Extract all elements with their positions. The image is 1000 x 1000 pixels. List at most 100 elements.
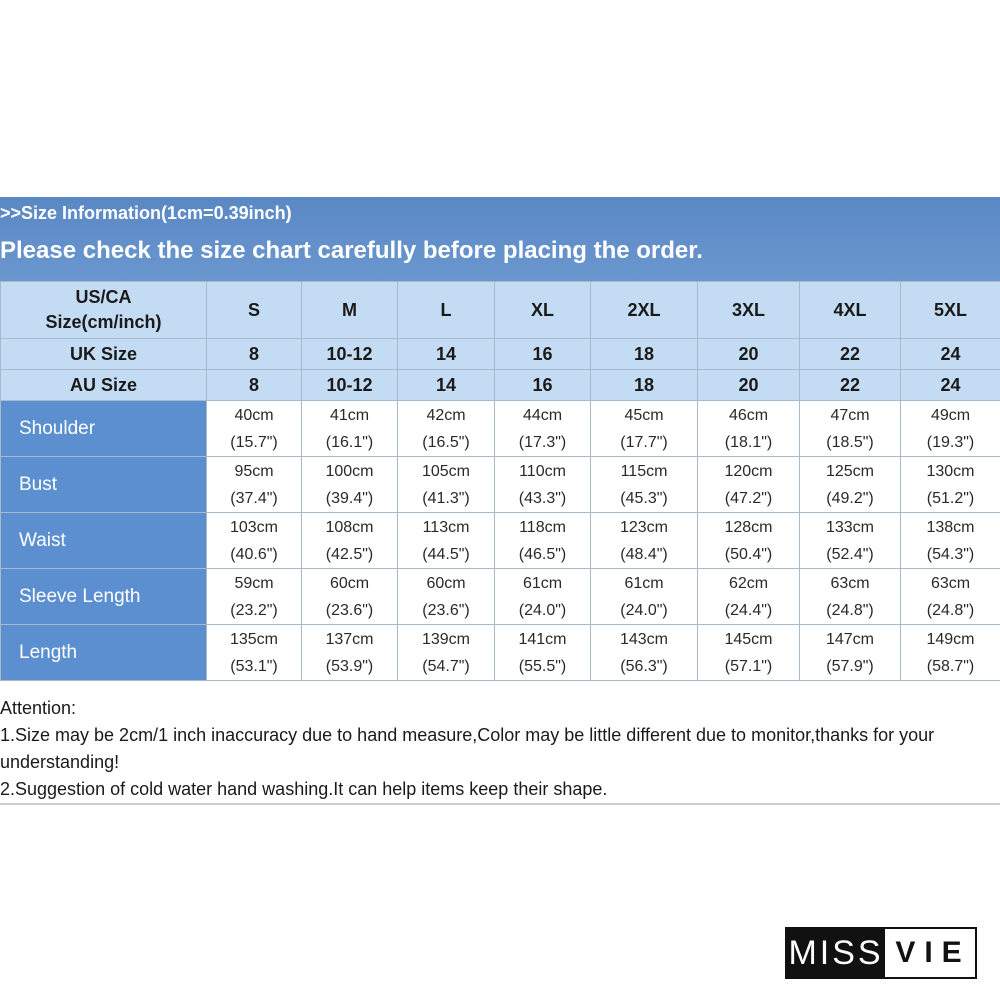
bust-cell: 105cm (41.3") bbox=[397, 456, 495, 513]
sleeve-length-cell: 59cm (23.2") bbox=[206, 568, 302, 625]
bust-inch-value: (37.4") bbox=[230, 489, 278, 507]
length-label: Length bbox=[0, 624, 207, 681]
au-size-label: AU Size bbox=[0, 369, 207, 401]
attention-title: Attention: bbox=[0, 698, 77, 718]
uk-size-label: UK Size bbox=[0, 338, 207, 370]
waist-inch-value: (48.4") bbox=[620, 545, 668, 563]
length-cell: 145cm (57.1") bbox=[697, 624, 800, 681]
brand-logo-right: VIE bbox=[895, 936, 971, 969]
au-size-cell: 18 bbox=[590, 369, 698, 401]
waist-cm-value: 138cm bbox=[926, 518, 975, 536]
us-ca-size-cell: L bbox=[397, 281, 495, 339]
waist-cm-value: 128cm bbox=[724, 518, 773, 536]
uk-size-row: UK Size 8 10-12 14 16 18 20 22 24 bbox=[0, 338, 1000, 370]
shoulder-cm-value: 46cm bbox=[728, 406, 769, 424]
sleeve-length-cell: 60cm (23.6") bbox=[397, 568, 495, 625]
sleeve-length-cell: 63cm (24.8") bbox=[900, 568, 1000, 625]
shoulder-cm-value: 47cm bbox=[830, 406, 870, 424]
waist-inch-value: (50.4") bbox=[724, 545, 773, 563]
shoulder-cell: 45cm (17.7") bbox=[590, 400, 698, 457]
sleeve-length-cm-value: 63cm bbox=[830, 574, 870, 592]
length-cm-value: 141cm bbox=[518, 630, 567, 648]
shoulder-cm-value: 49cm bbox=[930, 406, 971, 424]
waist-cm-value: 113cm bbox=[422, 518, 470, 536]
length-cm-value: 147cm bbox=[825, 630, 875, 648]
sleeve-length-inch-value: (24.0") bbox=[518, 601, 567, 619]
size-chart-instruction: Please check the size chart carefully be… bbox=[0, 237, 703, 264]
us-ca-label-line2: Size(cm/inch) bbox=[45, 312, 162, 332]
uk-size-cell: 16 bbox=[494, 338, 591, 370]
us-ca-label-line1: US/CA bbox=[75, 287, 132, 307]
sleeve-length-cm-value: 61cm bbox=[522, 574, 563, 592]
bust-cm-value: 125cm bbox=[825, 462, 875, 480]
bust-cm-value: 105cm bbox=[421, 462, 471, 480]
shoulder-inch-value: (16.5") bbox=[422, 433, 470, 451]
us-ca-size-cell: S bbox=[206, 281, 302, 339]
shoulder-inch-value: (15.7") bbox=[230, 433, 278, 451]
waist-cell: 133cm (52.4") bbox=[799, 512, 901, 569]
bust-cm-value: 120cm bbox=[724, 462, 773, 480]
bust-cm-value: 100cm bbox=[325, 462, 374, 480]
length-cm-value: 149cm bbox=[926, 630, 975, 648]
waist-cm-value: 118cm bbox=[519, 518, 566, 536]
shoulder-cm-value: 42cm bbox=[426, 406, 466, 424]
bust-label: Bust bbox=[0, 456, 207, 513]
bust-cell: 120cm (47.2") bbox=[697, 456, 800, 513]
length-cm-value: 143cm bbox=[619, 630, 669, 648]
length-inch-value: (56.3") bbox=[620, 657, 668, 675]
uk-size-cell: 8 bbox=[206, 338, 302, 370]
size-chart-table: US/CA Size(cm/inch) S M L XL 2XL 3XL 4XL 5XL UK… bbox=[0, 281, 1000, 681]
length-cell: 137cm (53.9") bbox=[301, 624, 398, 681]
sleeve-length-cell: 60cm (23.6") bbox=[301, 568, 398, 625]
shoulder-inch-value: (17.7") bbox=[620, 433, 668, 451]
note-washing: 2.Suggestion of cold water hand washing.… bbox=[0, 779, 608, 799]
waist-inch-value: (42.5") bbox=[325, 545, 374, 563]
bust-cell: 100cm (39.4") bbox=[301, 456, 398, 513]
size-info-title: >>Size Information(1cm=0.39inch) bbox=[0, 203, 292, 223]
length-inch-value: (58.7") bbox=[926, 657, 975, 675]
waist-cell: 113cm (44.5") bbox=[397, 512, 495, 569]
shoulder-cm-value: 41cm bbox=[329, 406, 370, 424]
us-ca-size-label: US/CA Size(cm/inch) bbox=[0, 281, 207, 339]
shoulder-label: Shoulder bbox=[0, 400, 207, 457]
sleeve-length-inch-value: (24.4") bbox=[724, 601, 773, 619]
bust-inch-value: (41.3") bbox=[422, 489, 470, 507]
bust-inch-value: (39.4") bbox=[325, 489, 374, 507]
length-inch-value: (57.9") bbox=[826, 657, 874, 675]
sleeve-length-inch-value: (24.8") bbox=[926, 601, 975, 619]
waist-row: Waist 103cm (40.6") 108cm (42.5") 113cm (44.5"… bbox=[0, 512, 1000, 569]
sleeve-length-cell: 61cm (24.0") bbox=[590, 568, 698, 625]
sleeve-length-inch-value: (24.8") bbox=[826, 601, 874, 619]
waist-inch-value: (54.3") bbox=[926, 545, 975, 563]
bust-inch-value: (51.2") bbox=[926, 489, 975, 507]
us-ca-size-cell: 3XL bbox=[697, 281, 800, 339]
au-size-row: AU Size 8 10-12 14 16 18 20 22 24 bbox=[0, 369, 1000, 401]
us-ca-size-cell: M bbox=[301, 281, 398, 339]
au-size-cell: 14 bbox=[397, 369, 495, 401]
sleeve-length-cm-value: 59cm bbox=[234, 574, 274, 592]
sleeve-length-inch-value: (23.6") bbox=[422, 601, 470, 619]
note-measurement-accuracy: 1.Size may be 2cm/1 inch inaccuracy due … bbox=[0, 725, 935, 772]
length-cell: 143cm (56.3") bbox=[590, 624, 698, 681]
sleeve-length-cm-value: 61cm bbox=[624, 574, 664, 592]
length-inch-value: (53.9") bbox=[325, 657, 374, 675]
waist-inch-value: (44.5") bbox=[422, 545, 470, 563]
bust-inch-value: (45.3") bbox=[620, 489, 668, 507]
au-size-cell: 22 bbox=[799, 369, 901, 401]
us-ca-size-cell: XL bbox=[494, 281, 591, 339]
sleeve-length-cell: 61cm (24.0") bbox=[494, 568, 591, 625]
shoulder-inch-value: (17.3") bbox=[518, 433, 567, 451]
uk-size-cell: 18 bbox=[590, 338, 698, 370]
waist-inch-value: (52.4") bbox=[826, 545, 874, 563]
sleeve-length-cm-value: 60cm bbox=[329, 574, 370, 592]
waist-cell: 103cm (40.6") bbox=[206, 512, 302, 569]
bust-cm-value: 130cm bbox=[926, 462, 975, 480]
uk-size-cell: 24 bbox=[900, 338, 1000, 370]
length-cell: 139cm (54.7") bbox=[397, 624, 495, 681]
length-inch-value: (55.5") bbox=[518, 657, 567, 675]
bust-inch-value: (43.3") bbox=[518, 489, 567, 507]
waist-cm-value: 123cm bbox=[619, 518, 669, 536]
shoulder-cell: 42cm (16.5") bbox=[397, 400, 495, 457]
shoulder-cell: 41cm (16.1") bbox=[301, 400, 398, 457]
waist-cell: 123cm (48.4") bbox=[590, 512, 698, 569]
